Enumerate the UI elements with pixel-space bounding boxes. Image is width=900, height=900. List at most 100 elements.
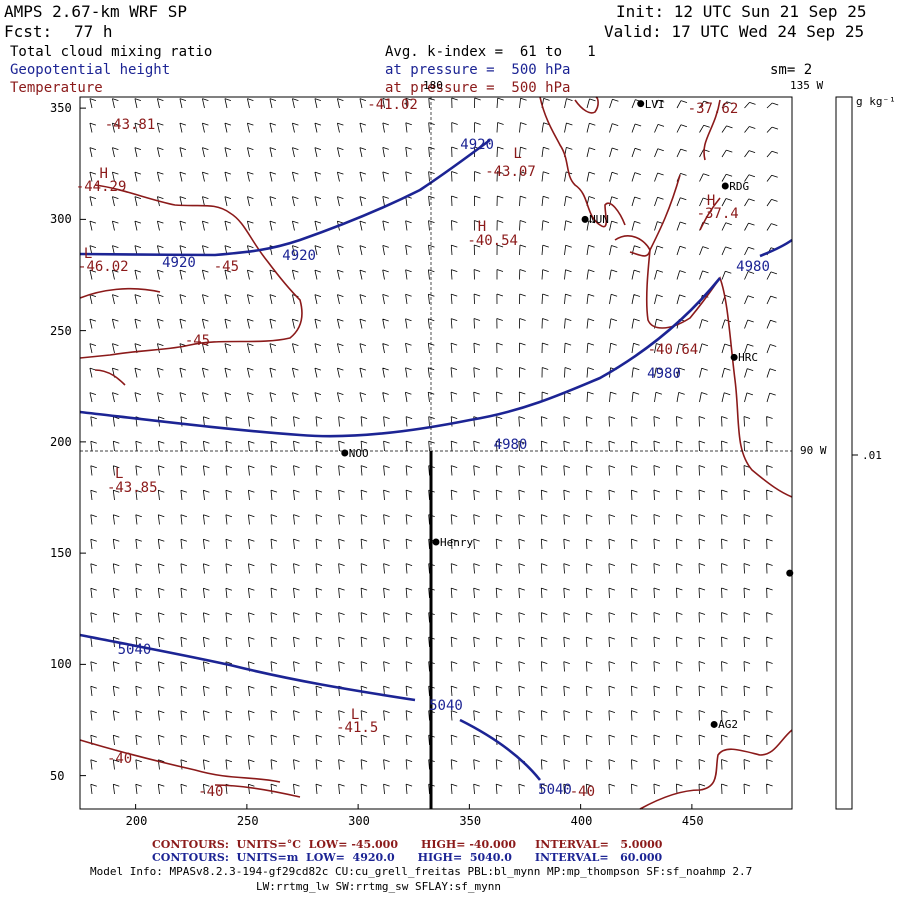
contour-lines: [79, 96, 793, 810]
x-tick-label: 450: [681, 814, 704, 828]
temperature-contour: [539, 96, 626, 228]
temperature-contour: [703, 99, 721, 161]
temperature-contour: [79, 739, 281, 783]
station-dot: [730, 353, 738, 361]
lat-label-right: 90 W: [800, 444, 827, 457]
height-contour: [79, 138, 491, 257]
temperature-contour-label: -43.85: [106, 479, 158, 496]
lon-label-corner: 135 W: [790, 79, 824, 92]
extremum-marker: H: [706, 192, 716, 209]
field-temp-label: Temperature: [10, 80, 103, 96]
model-info-line2: LW:rrtmg_lw SW:rrtmg_sw SFLAY:sf_mynn: [256, 880, 502, 893]
valid-time: Valid: 17 UTC Wed 24 Sep 25: [604, 22, 865, 41]
x-tick-label: 300: [348, 814, 370, 828]
temp-contour-legend: CONTOURS: UNITS=°C LOW= -45.000 HIGH= -4…: [152, 838, 663, 851]
station-dot: [637, 100, 645, 108]
x-tick-label: 250: [236, 814, 259, 828]
temperature-contour-label: -40: [569, 784, 596, 801]
station-dot: [341, 449, 349, 457]
station-dot: [710, 720, 718, 728]
height-contour: [459, 718, 542, 781]
temperature-contour-label: -40: [198, 784, 224, 801]
height-contour-label: 4980: [493, 437, 528, 454]
colorbar-unit: g kg⁻¹: [856, 95, 896, 108]
station-label: NUN: [589, 213, 609, 227]
temperature-contour-label: -37.62: [687, 101, 739, 118]
temperature-contour-label: -37.4: [696, 205, 739, 222]
height-contour-label: 4920: [162, 254, 196, 271]
temperature-contour-label: -45: [184, 332, 211, 349]
smoothing-label: sm= 2: [770, 62, 813, 78]
y-tick-label: 150: [50, 546, 72, 561]
x-tick-label: 350: [459, 814, 482, 828]
height-contour: [79, 633, 416, 702]
station-label: RDG: [729, 180, 750, 193]
temperature-contour-label: -46.02: [78, 259, 129, 276]
colorbar-tick-label: .01: [862, 449, 882, 462]
y-tick-label: 200: [50, 434, 72, 449]
init-time: Init: 12 UTC Sun 21 Sep 25: [616, 2, 867, 21]
station-label: AG2: [718, 718, 738, 732]
height-contour-label: 4920: [460, 136, 494, 153]
y-tick-label: 100: [50, 657, 72, 672]
temperature-contour-label: -41.02: [367, 96, 418, 113]
temperature-contour-label: -44.29: [75, 179, 127, 196]
height-contour: [79, 277, 722, 438]
temperature-contour-label: -40: [106, 751, 133, 768]
station-label: NOO: [348, 447, 369, 460]
height-contour-label: 5040: [429, 697, 463, 714]
y-tick-label: 300: [50, 212, 72, 227]
field-height-label: Geopotential height: [10, 62, 171, 78]
temperature-contour-label: -45: [213, 259, 240, 276]
y-tick-label: 350: [50, 101, 72, 116]
x-tick-label: 200: [125, 814, 148, 828]
temperature-contour: [79, 287, 161, 299]
temperature-contour: [214, 784, 301, 798]
wind-barbs: [89, 97, 779, 795]
extremum-marker: H: [99, 165, 108, 182]
field-cloud-label: Total cloud mixing ratio: [10, 44, 213, 60]
temp-pressure-label: at pressure = 500 hPa: [385, 80, 571, 96]
lat-lon-grid: [80, 97, 792, 809]
station-label: HRC: [738, 351, 759, 365]
plot-frame: [79, 96, 793, 810]
temperature-contour-label: -41.5: [336, 719, 379, 736]
height-contour-label: 4980: [647, 366, 681, 383]
station-dot: [721, 182, 729, 190]
extremum-marker: L: [83, 245, 93, 262]
temperature-contour: [79, 184, 303, 359]
temperature-contour-label: -43.07: [485, 163, 536, 180]
forecast-label: Fcst:: [4, 22, 53, 41]
extremum-marker: L: [115, 466, 124, 483]
forecast-hours: 77 h: [74, 22, 113, 41]
station-label: Henry: [440, 536, 474, 549]
colorbar: [835, 96, 853, 810]
extremum-marker: L: [513, 145, 522, 162]
axis-ticks: [80, 107, 693, 809]
y-tick-label: 250: [50, 323, 72, 338]
x-tick-label: 400: [570, 814, 593, 828]
model-info-line1: Model Info: MPASv8.2.3-194-gf29cd82c CU:…: [90, 865, 753, 878]
temperature-contour: [614, 235, 651, 257]
height-contour-label: 4920: [282, 248, 316, 265]
temperature-contour: [639, 729, 793, 810]
y-tick-label: 50: [50, 768, 65, 783]
lon-label-top: 180: [423, 79, 443, 92]
height-contour-legend: CONTOURS: UNITS=m LOW= 4920.0 HIGH= 5040…: [152, 851, 663, 864]
temperature-contour-label: -43.81: [104, 116, 156, 133]
model-title: AMPS 2.67-km WRF SP: [4, 2, 188, 21]
height-contour-label: 5040: [117, 642, 152, 659]
station-dot: [432, 538, 440, 546]
height-contour-label: 4980: [736, 259, 770, 276]
extremum-marker: H: [477, 219, 487, 236]
k-index-label: Avg. k-index = 61 to 1: [385, 44, 596, 60]
height-pressure-label: at pressure = 500 hPa: [385, 62, 571, 78]
wind-barb-field: [89, 97, 779, 795]
temperature-contour: [645, 174, 793, 498]
station-dot: [581, 215, 589, 223]
temperature-contour-label: -40.64: [647, 341, 699, 358]
temperature-contour: [699, 197, 721, 231]
temperature-contour: [574, 96, 599, 114]
station-label: LVI: [644, 97, 665, 111]
